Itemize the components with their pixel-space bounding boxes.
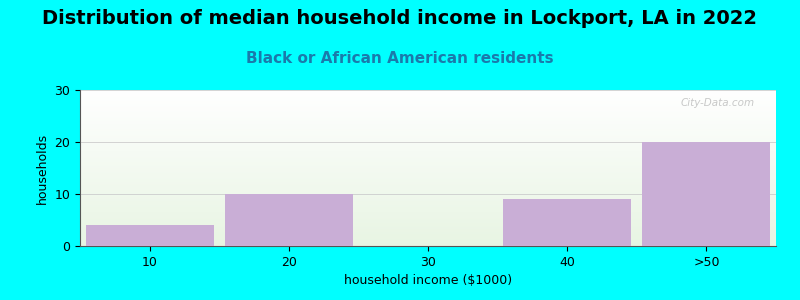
Text: Distribution of median household income in Lockport, LA in 2022: Distribution of median household income …: [42, 9, 758, 28]
Y-axis label: households: households: [36, 132, 49, 204]
X-axis label: household income ($1000): household income ($1000): [344, 274, 512, 287]
Bar: [503, 199, 631, 246]
Text: Black or African American residents: Black or African American residents: [246, 51, 554, 66]
Bar: [225, 194, 353, 246]
Bar: [642, 142, 770, 246]
Text: City-Data.com: City-Data.com: [681, 98, 755, 108]
Bar: [86, 225, 214, 246]
